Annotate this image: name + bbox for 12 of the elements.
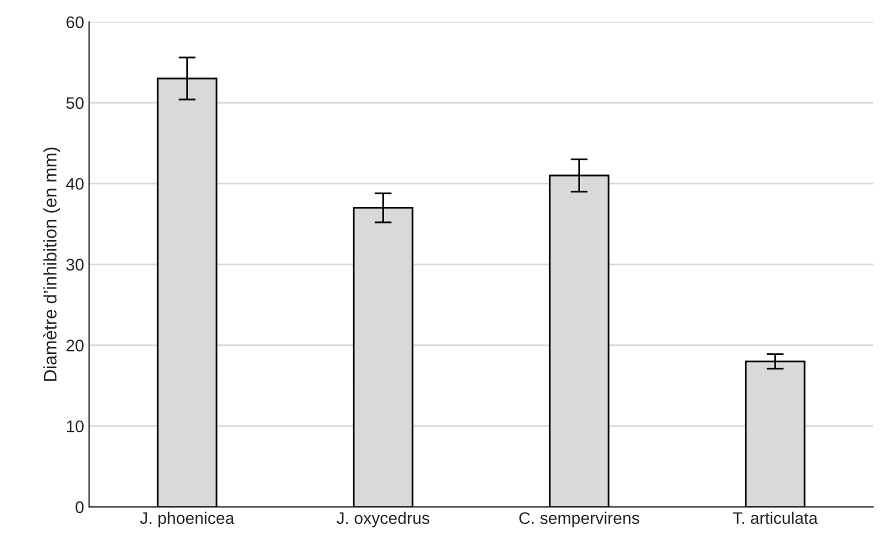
y-axis-title: Diamètre d’inhibition (en mm) xyxy=(43,148,60,381)
x-tick-label: T. articulata xyxy=(732,512,818,524)
y-tick-label: 40 xyxy=(66,178,84,190)
y-tick-label: 50 xyxy=(66,97,84,109)
y-tick-label: 10 xyxy=(66,420,84,432)
x-tick-label: J. oxycedrus xyxy=(336,512,430,528)
y-tick-label: 30 xyxy=(66,258,84,271)
x-tick-label: C. sempervirens xyxy=(519,512,640,528)
y-tick-label: 60 xyxy=(66,16,84,28)
x-tick-label: J. phoenicea xyxy=(140,512,234,528)
y-tick-label: 0 xyxy=(76,501,84,514)
y-tick-label: 20 xyxy=(66,340,84,352)
